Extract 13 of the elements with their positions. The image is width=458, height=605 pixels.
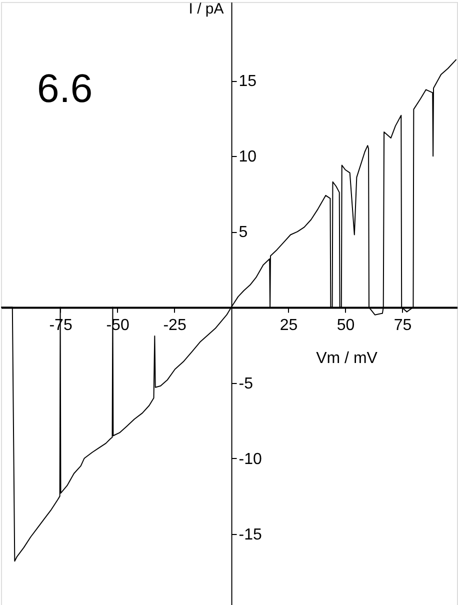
x-axis-title: Vm / mV bbox=[316, 350, 378, 367]
y-axis-title: I / pA bbox=[188, 0, 224, 18]
annotation: 6.6 bbox=[37, 67, 93, 111]
y-tick-label: 15 bbox=[238, 73, 257, 90]
y-tick-label: -15 bbox=[238, 526, 262, 544]
x-tick-label: -25 bbox=[163, 316, 186, 334]
x-tick-label: 25 bbox=[280, 316, 298, 334]
x-tick-label: 75 bbox=[394, 316, 412, 334]
y-tick-label: 5 bbox=[238, 224, 248, 242]
y-tick-label: -10 bbox=[238, 450, 262, 468]
y-tick-label: 10 bbox=[238, 148, 257, 166]
x-tick-label: 50 bbox=[336, 316, 355, 334]
y-tick-label: -5 bbox=[238, 375, 254, 392]
